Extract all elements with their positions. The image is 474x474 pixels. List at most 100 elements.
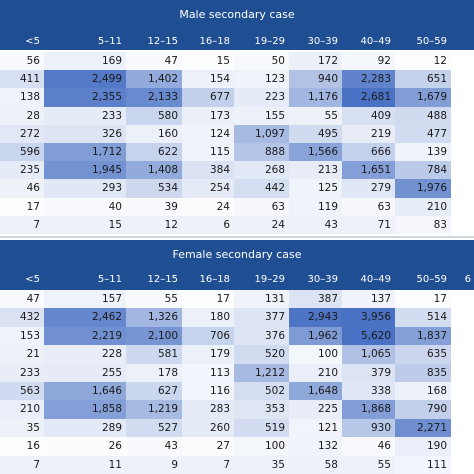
column-header: 16–18 <box>199 274 230 285</box>
column-header: <5 <box>25 36 40 47</box>
panel-header <box>0 240 474 290</box>
heatmap-cell: 477 <box>395 124 451 143</box>
column-header: 30–39 <box>307 36 338 47</box>
heatmap-cell: 63 <box>342 197 395 216</box>
heatmap-cell: 411 <box>0 70 44 89</box>
heatmap-cell: 7 <box>0 455 44 474</box>
heatmap-cell: 622 <box>126 143 182 162</box>
heatmap-cell: 940 <box>289 70 342 89</box>
heatmap-cell: 6 <box>182 215 234 234</box>
heatmap-cell: 835 <box>395 363 451 382</box>
heatmap-cell: 1,566 <box>289 143 342 162</box>
heatmap-cell: 635 <box>395 345 451 364</box>
heatmap-cell: 2,283 <box>342 70 395 89</box>
heatmap-cell: 5,620 <box>342 326 395 346</box>
heatmap-cell: 666 <box>342 143 395 162</box>
heatmap-cell: 2,943 <box>289 308 342 327</box>
column-header: 40–49 <box>360 274 391 285</box>
heatmap-cell: 210 <box>395 197 451 216</box>
heatmap-cell: 92 <box>342 52 395 71</box>
heatmap-cell: 121 <box>289 418 342 438</box>
heatmap-cell: 172 <box>289 52 342 71</box>
heatmap-cell: 1,097 <box>234 124 289 143</box>
heatmap-cell: 338 <box>342 382 395 401</box>
heatmap-cell: 293 <box>44 179 126 198</box>
heatmap-cell: 24 <box>182 197 234 216</box>
female-heatmap-panel: Female secondary case <5 5–11 12–15 16–18 19–… <box>0 240 474 474</box>
heatmap-cell: 35 <box>0 418 44 438</box>
heatmap-cell: 272 <box>0 124 44 143</box>
heatmap-cell: 24 <box>234 215 289 234</box>
heatmap-cell: 119 <box>289 197 342 216</box>
column-header: 5–11 <box>97 274 122 285</box>
heatmap-cell: 233 <box>44 106 126 125</box>
heatmap-cell: 12 <box>126 215 182 234</box>
heatmap-cell: 387 <box>289 290 342 309</box>
panel-title: Female secondary case <box>172 248 302 261</box>
heatmap-cell: 2,133 <box>126 88 182 107</box>
heatmap-cell: 46 <box>342 437 395 456</box>
heatmap-cell: 409 <box>342 106 395 125</box>
heatmap-cell: 514 <box>395 308 451 327</box>
heatmap-cell: 432 <box>0 308 44 327</box>
heatmap-cell: 1,651 <box>342 161 395 180</box>
heatmap-cell: 210 <box>289 363 342 382</box>
heatmap-cell: 7 <box>182 455 234 474</box>
heatmap-cell: 677 <box>182 88 234 107</box>
heatmap-cell: 1,679 <box>395 88 451 107</box>
heatmap-cell: 1,976 <box>395 179 451 198</box>
heatmap-cell: 596 <box>0 143 44 162</box>
heatmap-cell: 47 <box>126 52 182 71</box>
heatmap-cell: 17 <box>182 290 234 309</box>
heatmap-cell: 155 <box>234 106 289 125</box>
heatmap-cell: 137 <box>342 290 395 309</box>
heatmap-cell: 9 <box>126 455 182 474</box>
heatmap-cell: 326 <box>44 124 126 143</box>
heatmap-cell: 111 <box>395 455 451 474</box>
heatmap-cell: 2,462 <box>44 308 126 327</box>
heatmap-cell: 12 <box>395 52 451 71</box>
heatmap-cell: 2,271 <box>395 418 451 438</box>
heatmap-cell: 1,712 <box>44 143 126 162</box>
heatmap-cell: 706 <box>182 326 234 346</box>
male-heatmap-panel: Male secondary case <5 5–11 12–15 16–18 19–29… <box>0 0 474 236</box>
panel-header <box>0 0 474 50</box>
heatmap-cell: 219 <box>342 124 395 143</box>
heatmap-cell: 283 <box>182 400 234 419</box>
heatmap-cell: 527 <box>126 418 182 438</box>
heatmap-cell: 223 <box>234 88 289 107</box>
heatmap-cell: 1,065 <box>342 345 395 364</box>
column-header: 30–39 <box>307 274 338 285</box>
heatmap-cell: 168 <box>395 382 451 401</box>
heatmap-cell: 353 <box>234 400 289 419</box>
heatmap-cell: 2,681 <box>342 88 395 107</box>
heatmap-cell: 1,402 <box>126 70 182 89</box>
column-header: 5–11 <box>97 36 122 47</box>
heatmap-cell: 233 <box>0 363 44 382</box>
heatmap-cell: 581 <box>126 345 182 364</box>
heatmap-cell: 790 <box>395 400 451 419</box>
heatmap-cell: 113 <box>182 363 234 382</box>
heatmap-cell: 254 <box>182 179 234 198</box>
heatmap-cell: 115 <box>182 143 234 162</box>
heatmap-cell: 502 <box>234 382 289 401</box>
heatmap-cell: 131 <box>234 290 289 309</box>
heatmap-cell: 2,219 <box>44 326 126 346</box>
heatmap-cell: 15 <box>44 215 126 234</box>
column-header: 19–29 <box>254 274 285 285</box>
heatmap-cell: 495 <box>289 124 342 143</box>
heatmap-cell: 180 <box>182 308 234 327</box>
heatmap-cell: 124 <box>182 124 234 143</box>
heatmap-cell: 17 <box>0 197 44 216</box>
heatmap-cell: 55 <box>126 290 182 309</box>
heatmap-cell: 930 <box>342 418 395 438</box>
column-header: 12–15 <box>147 36 178 47</box>
heatmap-cell: 1,219 <box>126 400 182 419</box>
panel-title: Male secondary case <box>179 8 295 21</box>
heatmap-cell: 2,499 <box>44 70 126 89</box>
heatmap-cell: 627 <box>126 382 182 401</box>
column-header: 40–49 <box>360 36 391 47</box>
heatmap-cell: 488 <box>395 106 451 125</box>
heatmap-cell: 289 <box>44 418 126 438</box>
heatmap-cell: 268 <box>234 161 289 180</box>
